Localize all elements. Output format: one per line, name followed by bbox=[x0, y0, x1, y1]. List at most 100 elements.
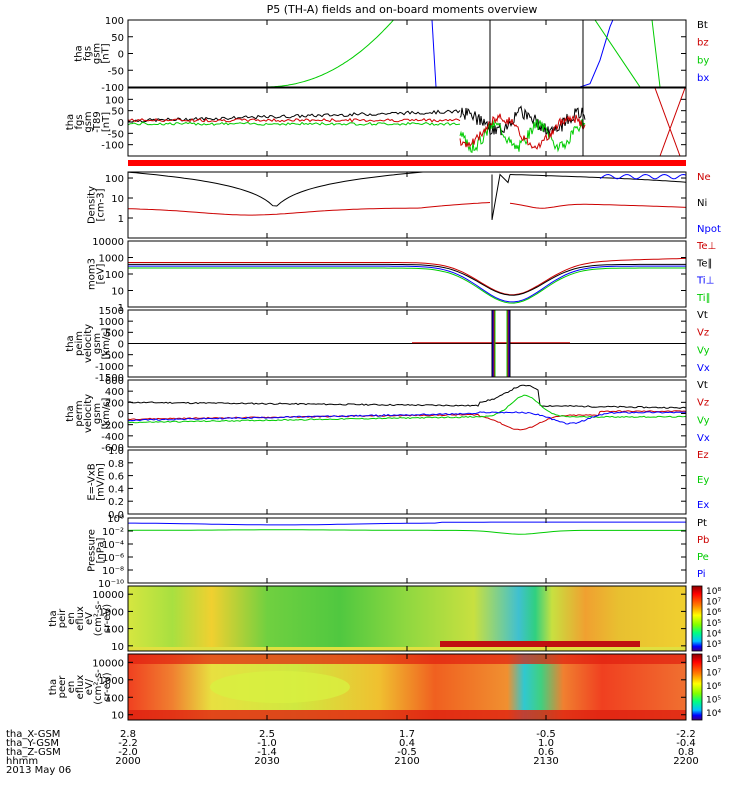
ylabel-line: tha bbox=[48, 610, 59, 626]
legend-Te⊥: Te⊥ bbox=[696, 241, 716, 252]
panel-10: thapeerenefluxeV/(cm²-s-sr-eV)1000010001… bbox=[48, 653, 721, 722]
series-by bbox=[128, 121, 461, 126]
legend-Ex: Ex bbox=[697, 500, 709, 511]
ylabel-line: eflux bbox=[75, 606, 86, 631]
colorbar bbox=[691, 585, 703, 652]
ylabel-line: E=-VxB bbox=[87, 463, 98, 500]
ylabel-line: eV/ bbox=[84, 678, 95, 695]
xaxis-row-label: hhmm bbox=[6, 756, 38, 767]
colorbar-label: 10⁷ bbox=[706, 598, 721, 608]
panel-5: thapeimvelocitygsm[km/s] 150010005000-500… bbox=[65, 306, 710, 384]
series-te-par bbox=[128, 263, 686, 296]
ytick-label: 0.8 bbox=[108, 459, 124, 470]
colorbar-label: 10³ bbox=[706, 640, 721, 650]
xaxis-value: 0.6 bbox=[538, 747, 554, 758]
ytick-label: 10⁻¹⁰ bbox=[98, 579, 124, 590]
ylabel-line: perm bbox=[74, 400, 85, 426]
panel-6: thapermvelocitygsm[km/s] 6004002000-200-4… bbox=[65, 376, 710, 454]
ytick-label: 1.0 bbox=[108, 446, 124, 457]
ytick-label: 100 bbox=[105, 270, 124, 281]
series-by bbox=[262, 20, 395, 87]
xaxis-value: 2100 bbox=[394, 756, 419, 767]
ytick-label: 10⁻² bbox=[102, 527, 124, 538]
panel-frame bbox=[127, 240, 687, 308]
ytick-label: 600 bbox=[105, 376, 124, 387]
xaxis-value: -1.0 bbox=[257, 738, 277, 749]
panel-4-data bbox=[128, 257, 686, 304]
panel-frame bbox=[127, 379, 687, 448]
panel-8: Pressure[nPa]10⁰10⁻²10⁻⁴10⁻⁶10⁻⁸10⁻¹⁰PtP… bbox=[87, 514, 710, 590]
ytick-label: 1500 bbox=[99, 306, 124, 317]
colorbar-label: 10⁵ bbox=[706, 619, 721, 629]
panel-9-ylabel: thapeirenefluxeV(cm²-s-sr-eV) bbox=[48, 600, 113, 636]
panel-7: E=-VxB[mV/m]1.0 0.8 0.60.4 0.2 0.0 Ez Ey Ex bbox=[87, 446, 710, 521]
xaxis-value: 2000 bbox=[115, 756, 140, 767]
ytick-label: 1000 bbox=[99, 254, 124, 265]
panel-frame bbox=[127, 87, 687, 157]
panel-5-data bbox=[128, 310, 686, 377]
ytick-label: 10 bbox=[111, 194, 124, 205]
ylabel-line: velocity bbox=[83, 324, 94, 363]
series-bt-b bbox=[459, 105, 586, 137]
legend-Npot: Npot bbox=[697, 224, 721, 235]
ytick-label: 1 bbox=[118, 214, 124, 225]
ytick-label: 10 bbox=[111, 642, 124, 653]
colorbar-label: 10⁴ bbox=[706, 629, 721, 639]
xaxis-value: -0.5 bbox=[536, 729, 556, 740]
series-pi bbox=[128, 521, 686, 526]
ylabel-line: eflux bbox=[75, 675, 86, 700]
ylabel-line: gsm bbox=[92, 403, 103, 424]
legend-Vy: Vy bbox=[697, 415, 710, 426]
panel-1-data bbox=[262, 20, 661, 87]
legend-Vy: Vy bbox=[697, 345, 710, 356]
series-ni-spike bbox=[491, 173, 511, 220]
ylabel-line: (cm²-s- bbox=[93, 669, 104, 705]
legend-Ti⊥: Ti⊥ bbox=[696, 276, 714, 287]
series-vt bbox=[128, 384, 686, 409]
panel-4-ylabel: mom3[eV] bbox=[87, 258, 107, 290]
ytick-label: 10000 bbox=[92, 590, 124, 601]
ylabel-line: gsm bbox=[92, 43, 103, 64]
ytick-label: 0.0 bbox=[108, 510, 124, 521]
ylabel-line: tha bbox=[65, 335, 76, 351]
panel-frame bbox=[127, 449, 687, 515]
ylabel-line: [mV/m] bbox=[96, 463, 107, 501]
ylabel-line: [km/s] bbox=[101, 397, 112, 429]
ytick-label: 0.4 bbox=[108, 484, 124, 495]
legend-bz: bz bbox=[697, 38, 709, 49]
xaxis-value: -0.4 bbox=[676, 738, 696, 749]
series-ni bbox=[128, 172, 430, 207]
panel-3-ylabel: Density[cm-3] bbox=[87, 186, 107, 224]
series-bz-c bbox=[654, 88, 681, 156]
xaxis-value: 2130 bbox=[533, 756, 558, 767]
series-te-perp bbox=[128, 257, 686, 296]
ylabel-line: fgs bbox=[83, 46, 94, 61]
ytick-label: 400 bbox=[105, 387, 124, 398]
panel-6-data bbox=[128, 384, 686, 431]
xaxis-value: 0.4 bbox=[399, 738, 415, 749]
panel-3-data bbox=[128, 172, 686, 220]
ytick-label: 100 bbox=[105, 625, 124, 636]
xaxis-value: -2.2 bbox=[118, 738, 138, 749]
colorbar-label: 10⁶ bbox=[706, 608, 721, 618]
xaxis-value: 2030 bbox=[254, 756, 279, 767]
ytick-label: 10000 bbox=[92, 237, 124, 248]
ylabel-line: [km/s] bbox=[101, 327, 112, 359]
series-vx bbox=[128, 411, 686, 425]
ytick-label: 200 bbox=[105, 398, 124, 409]
ytick-label: -400 bbox=[101, 432, 124, 443]
series-by-b bbox=[459, 118, 586, 154]
legend-Vz: Vz bbox=[697, 328, 709, 339]
legend-Vt: Vt bbox=[697, 310, 708, 321]
legend-Te∥: Te∥ bbox=[696, 258, 713, 269]
panel-2-ylabel: thafgsgsm-T89[nT] bbox=[65, 111, 112, 133]
ytick-label: 10000 bbox=[92, 658, 124, 669]
ylabel-line: mom3 bbox=[87, 258, 98, 290]
ylabel-line: en bbox=[66, 681, 77, 694]
xaxis-date: 2013 May 06 bbox=[6, 765, 71, 776]
legend-Bt: Bt bbox=[697, 20, 708, 31]
ytick-label: 10⁻⁶ bbox=[102, 553, 124, 564]
series-bz bbox=[128, 117, 461, 123]
